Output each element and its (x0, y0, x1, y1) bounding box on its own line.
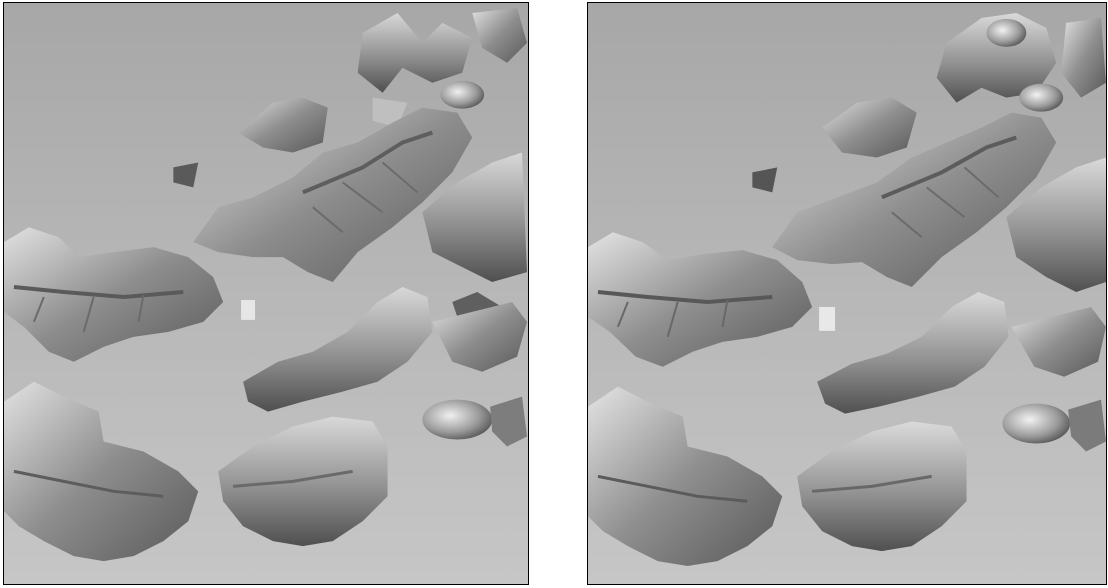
right-leaf-render (588, 12, 1106, 567)
left-leaf-render (4, 7, 528, 562)
left-reconstruction-panel (3, 2, 529, 585)
right-reconstruction-panel (587, 2, 1107, 585)
